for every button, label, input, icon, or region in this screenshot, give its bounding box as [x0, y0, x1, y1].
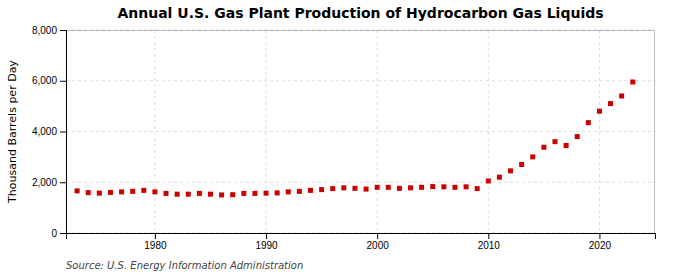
- point: [386, 185, 391, 190]
- point: [275, 190, 280, 195]
- point: [141, 188, 146, 193]
- tick-mark: [599, 233, 600, 239]
- point: [86, 190, 91, 195]
- tick-mark: [60, 30, 66, 31]
- point: [119, 189, 124, 194]
- point: [75, 188, 80, 193]
- tick: 4,000: [32, 126, 66, 137]
- tick-mark: [60, 233, 66, 234]
- point: [397, 186, 402, 191]
- point: [597, 109, 602, 114]
- point: [608, 101, 613, 106]
- x-axis: 1980 1990 2000 2010 2020: [67, 233, 656, 251]
- tick: 1980: [144, 233, 167, 251]
- y-axis: 0 2,000 4,000 6,000 8,000: [32, 25, 67, 239]
- point: [352, 186, 357, 191]
- tick-label: 2020: [589, 240, 612, 251]
- tick-label: 4,000: [32, 126, 57, 137]
- grid-line: [154, 30, 155, 233]
- point: [319, 187, 324, 192]
- point: [586, 120, 591, 125]
- grid-line: [66, 182, 655, 183]
- point: [197, 191, 202, 196]
- point: [541, 145, 546, 150]
- tick: 0: [51, 228, 66, 239]
- point: [519, 162, 524, 167]
- point: [475, 186, 480, 191]
- tick-label: 1980: [144, 240, 167, 251]
- point: [464, 184, 469, 189]
- tick: 2010: [478, 233, 501, 251]
- point: [252, 191, 257, 196]
- tick-label: 0: [51, 228, 57, 239]
- tick-mark: [155, 233, 156, 239]
- points: [75, 80, 636, 198]
- point: [186, 192, 191, 197]
- tick: 2020: [589, 233, 612, 251]
- point: [164, 191, 169, 196]
- point: [97, 191, 102, 196]
- point: [230, 192, 235, 197]
- grid: [66, 30, 655, 233]
- grid-line: [599, 30, 600, 233]
- point: [552, 139, 557, 144]
- grid-line: [66, 80, 655, 81]
- point: [452, 185, 457, 190]
- point: [508, 168, 513, 173]
- point: [619, 93, 624, 98]
- tick: 6,000: [32, 75, 66, 86]
- point: [497, 175, 502, 180]
- point: [564, 143, 569, 148]
- tick-label: 6,000: [32, 75, 57, 86]
- point: [152, 189, 157, 194]
- tick-label: 2010: [478, 240, 501, 251]
- axis-line: [67, 234, 656, 240]
- tick-mark: [60, 81, 66, 82]
- chart: 1980 1990 2000 2010 2020 0 2,000 4,000 6,000 8,00…: [0, 0, 675, 275]
- grid-line: [377, 30, 378, 233]
- plot-frame: [66, 31, 655, 234]
- point: [341, 185, 346, 190]
- tick: 2,000: [32, 177, 66, 188]
- point: [208, 192, 213, 197]
- point: [441, 184, 446, 189]
- point: [286, 189, 291, 194]
- tick-mark: [377, 233, 378, 239]
- point: [375, 185, 380, 190]
- point: [264, 191, 269, 196]
- tick: 8,000: [32, 25, 66, 36]
- point: [297, 189, 302, 194]
- point: [364, 187, 369, 192]
- tick-mark: [266, 233, 267, 239]
- tick-mark: [60, 132, 66, 133]
- tick-mark: [488, 233, 489, 239]
- grid-line: [66, 131, 655, 132]
- y-axis-title: Thousand Barrels per Day: [6, 60, 19, 204]
- source: Source: U.S. Energy Information Administ…: [66, 260, 303, 271]
- point: [108, 190, 113, 195]
- point: [530, 154, 535, 159]
- title: Annual U.S. Gas Plant Production of Hydr…: [117, 5, 603, 21]
- tick: 1990: [255, 233, 278, 251]
- plot: 1980 1990 2000 2010 2020 0 2,000 4,000 6,000 8,00…: [32, 25, 656, 251]
- tick: 2000: [367, 233, 390, 251]
- tick-label: 2,000: [32, 177, 57, 188]
- tick-label: 2000: [367, 240, 390, 251]
- point: [419, 185, 424, 190]
- point: [575, 134, 580, 139]
- point: [486, 178, 491, 183]
- point: [175, 192, 180, 197]
- axis-line: [60, 31, 67, 234]
- point: [130, 189, 135, 194]
- tick-mark: [60, 182, 66, 183]
- point: [308, 188, 313, 193]
- point: [430, 184, 435, 189]
- point: [630, 80, 635, 85]
- point: [330, 186, 335, 191]
- point: [219, 192, 224, 197]
- tick-label: 8,000: [32, 25, 57, 36]
- point: [241, 191, 246, 196]
- tick-label: 1990: [255, 240, 278, 251]
- point: [408, 185, 413, 190]
